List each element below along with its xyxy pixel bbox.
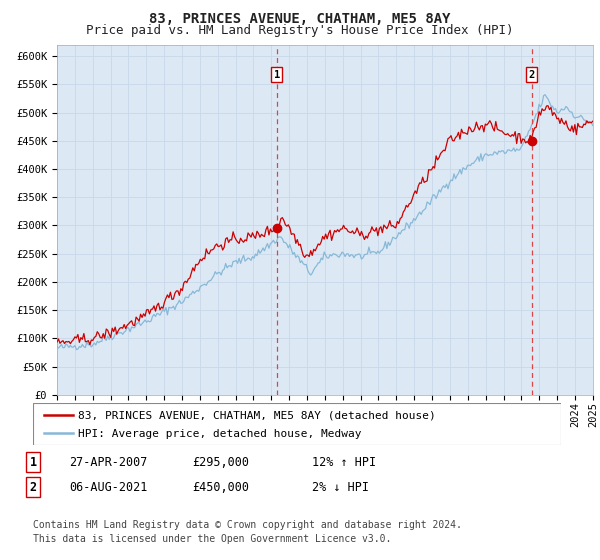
Text: 2: 2 <box>529 69 535 80</box>
Text: 06-AUG-2021: 06-AUG-2021 <box>69 480 148 494</box>
Text: £450,000: £450,000 <box>192 480 249 494</box>
Text: £295,000: £295,000 <box>192 455 249 469</box>
Text: Contains HM Land Registry data © Crown copyright and database right 2024.
This d: Contains HM Land Registry data © Crown c… <box>33 520 462 544</box>
Text: 2% ↓ HPI: 2% ↓ HPI <box>312 480 369 494</box>
Text: HPI: Average price, detached house, Medway: HPI: Average price, detached house, Medw… <box>78 430 361 439</box>
Text: 1: 1 <box>274 69 280 80</box>
Text: 1: 1 <box>29 455 37 469</box>
FancyBboxPatch shape <box>33 403 561 445</box>
Text: 2: 2 <box>29 480 37 494</box>
Text: 27-APR-2007: 27-APR-2007 <box>69 455 148 469</box>
Text: 83, PRINCES AVENUE, CHATHAM, ME5 8AY (detached house): 83, PRINCES AVENUE, CHATHAM, ME5 8AY (de… <box>78 411 436 421</box>
Text: 83, PRINCES AVENUE, CHATHAM, ME5 8AY: 83, PRINCES AVENUE, CHATHAM, ME5 8AY <box>149 12 451 26</box>
Text: Price paid vs. HM Land Registry's House Price Index (HPI): Price paid vs. HM Land Registry's House … <box>86 24 514 36</box>
Text: 12% ↑ HPI: 12% ↑ HPI <box>312 455 376 469</box>
